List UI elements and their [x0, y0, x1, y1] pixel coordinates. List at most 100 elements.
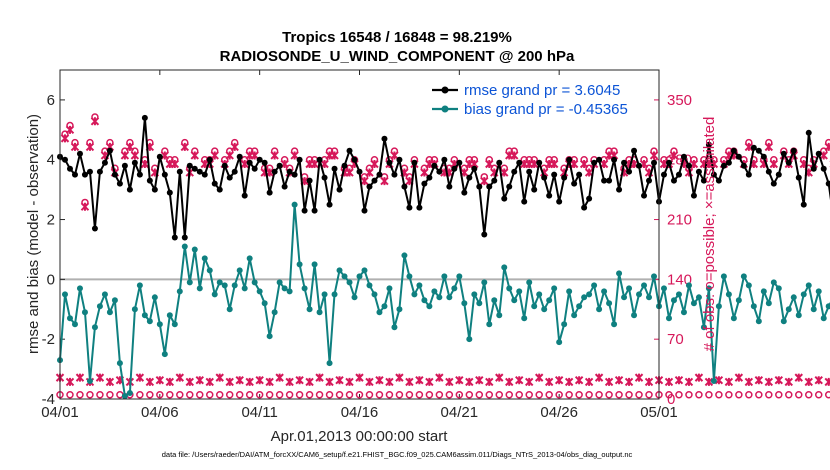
obs-assimilated-marker	[569, 159, 579, 169]
bias-point	[71, 321, 78, 328]
obs-assimilated-00z-marker	[75, 373, 85, 382]
bias-point	[770, 279, 777, 286]
rmse-point	[471, 165, 478, 172]
rmse-point	[665, 159, 672, 166]
obs-possible-00z-marker	[814, 390, 823, 399]
rmse-point	[461, 189, 468, 196]
rmse-point	[536, 159, 543, 166]
obs-assimilated-00z-marker	[744, 377, 754, 387]
bias-point	[705, 285, 712, 292]
bias-point	[426, 303, 433, 310]
bias-point	[825, 303, 830, 310]
obs-assimilated-00z-marker	[604, 377, 614, 387]
bias-point	[296, 261, 303, 268]
chart-title-line2: RADIOSONDE_U_WIND_COMPONENT @ 200 hPa	[220, 48, 575, 65]
obs-possible-00z-marker	[285, 390, 294, 399]
obs-assimilated-00z-marker	[824, 377, 830, 387]
bias-point	[631, 312, 638, 319]
bias-point	[760, 288, 767, 295]
bias-point	[121, 393, 128, 400]
obs-assimilated-marker	[485, 159, 494, 169]
obs-possible-00z-marker	[315, 390, 324, 399]
obs-possible-00z-marker	[106, 390, 114, 399]
rmse-point	[91, 225, 98, 232]
rmse-point	[71, 171, 78, 178]
obs-assimilated-00z-marker	[784, 377, 793, 387]
bias-point	[680, 309, 687, 316]
bias-point	[685, 282, 692, 289]
bias-point	[436, 294, 443, 301]
rmse-point	[351, 156, 358, 163]
plot-area	[59, 69, 660, 400]
obs-possible-00z-marker	[615, 390, 623, 399]
bias-point	[611, 321, 618, 328]
obs-possible-00z-marker	[365, 390, 374, 399]
rmse-point	[116, 180, 123, 187]
obs-assimilated-marker	[270, 151, 279, 160]
rmse-point	[446, 183, 453, 190]
bias-point	[596, 306, 603, 313]
rmse-point	[276, 162, 283, 169]
obs-possible-00z-marker	[245, 390, 254, 399]
bias-point	[461, 300, 468, 307]
obs-assimilated-00z-marker	[235, 375, 244, 385]
rmse-point	[576, 171, 583, 178]
bias-point	[101, 291, 108, 298]
obs-possible-00z-marker	[445, 390, 454, 399]
bias-point	[361, 267, 368, 274]
obs-assimilated-00z-marker	[714, 375, 724, 385]
obs-possible-00z-marker	[235, 390, 244, 399]
obs-assimilated-marker	[170, 159, 180, 169]
rmse-point	[680, 153, 687, 160]
legend-bias-label: bias grand pr = -0.45365	[464, 101, 628, 118]
obs-assimilated-00z-marker	[355, 373, 364, 382]
rmse-point	[805, 129, 812, 136]
bias-point	[271, 309, 278, 316]
bias-point	[226, 306, 233, 313]
obs-assimilated-marker	[210, 151, 219, 160]
bias-point	[501, 264, 508, 271]
bias-point	[496, 312, 503, 319]
bias-point	[411, 291, 418, 298]
obs-possible-00z-marker	[715, 390, 723, 399]
obs-assimilated-00z-marker	[295, 375, 304, 385]
obs-assimilated-marker	[190, 151, 199, 160]
obs-assimilated-marker	[130, 151, 140, 160]
bias-point	[151, 294, 158, 301]
rmse-point	[651, 159, 658, 166]
obs-assimilated-marker	[80, 202, 90, 211]
plot-frame	[59, 69, 660, 400]
bias-point	[261, 300, 268, 307]
obs-possible-00z-marker	[345, 390, 354, 399]
obs-possible-00z-marker	[695, 390, 703, 399]
y-tick-label-right: 210	[667, 212, 692, 229]
rmse-point	[546, 192, 553, 199]
rmse-point	[556, 198, 563, 205]
obs-assimilated-00z-marker	[305, 377, 314, 387]
obs-assimilated-00z-marker	[515, 375, 524, 385]
rmse-point	[770, 180, 777, 187]
y-tick-label-left: 4	[47, 152, 55, 169]
bias-point	[276, 279, 283, 286]
rmse-point	[511, 168, 518, 175]
legend-bias-marker	[441, 105, 449, 113]
obs-assimilated-00z-marker	[335, 375, 344, 385]
x-tick-label: 05/01	[640, 404, 678, 421]
obs-assimilated-marker	[390, 151, 399, 160]
rmse-point	[740, 162, 747, 169]
rmse-point	[346, 147, 353, 154]
data-file-footer: data file: /Users/raeder/DAI/ATM_forcXX/…	[162, 450, 633, 459]
obs-possible-00z-marker	[805, 390, 813, 399]
bias-point	[616, 270, 623, 277]
obs-assimilated-00z-marker	[185, 377, 194, 387]
y-tick-label-left: 2	[47, 212, 55, 229]
rmse-point	[126, 186, 133, 193]
rmse-point	[581, 204, 588, 211]
obs-assimilated-marker	[579, 159, 589, 169]
obs-possible-00z-marker	[255, 390, 264, 399]
obs-possible-00z-marker	[86, 390, 94, 399]
bias-point	[665, 315, 672, 322]
rmse-point	[201, 171, 208, 178]
